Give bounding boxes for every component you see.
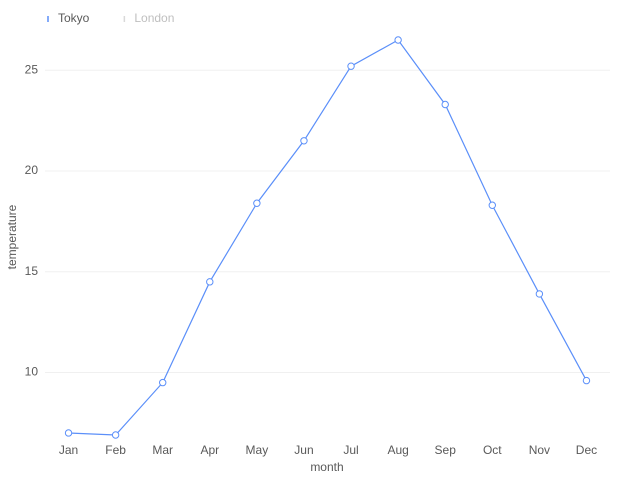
point — [394, 36, 402, 44]
y-tick-label: 25 — [25, 62, 39, 76]
x-tick-label: Jun — [294, 443, 313, 457]
point — [347, 62, 355, 70]
x-tick-label: May — [246, 443, 269, 457]
point — [441, 100, 449, 109]
x-axis-label: month — [310, 460, 343, 474]
legend-label[interactable]: London — [134, 11, 174, 25]
point — [300, 137, 308, 145]
point — [111, 431, 120, 439]
x-tick-label: Aug — [387, 443, 408, 457]
point — [582, 376, 591, 385]
x-tick-label: Sep — [435, 443, 457, 457]
point — [535, 290, 544, 298]
x-tick-label: Jul — [343, 443, 358, 457]
x-tick-label: Nov — [529, 443, 550, 457]
point — [253, 199, 261, 207]
point — [488, 201, 496, 209]
y-tick-label: 20 — [25, 163, 39, 177]
line — [68, 39, 587, 436]
y-tick-label: 10 — [25, 365, 39, 379]
x-tick-label: Dec — [576, 443, 597, 457]
x-tick-label: Jan — [59, 443, 78, 457]
point — [159, 378, 167, 387]
point — [64, 429, 73, 437]
y-tick-label: 15 — [25, 264, 39, 278]
x-tick-label: Feb — [105, 443, 126, 457]
x-tick-label: Mar — [152, 443, 173, 457]
y-axis-label: temperature — [5, 204, 19, 269]
legend-label[interactable]: Tokyo — [58, 11, 90, 25]
x-tick-label: Oct — [483, 443, 502, 457]
x-tick-label: Apr — [200, 443, 219, 457]
point — [206, 278, 214, 286]
